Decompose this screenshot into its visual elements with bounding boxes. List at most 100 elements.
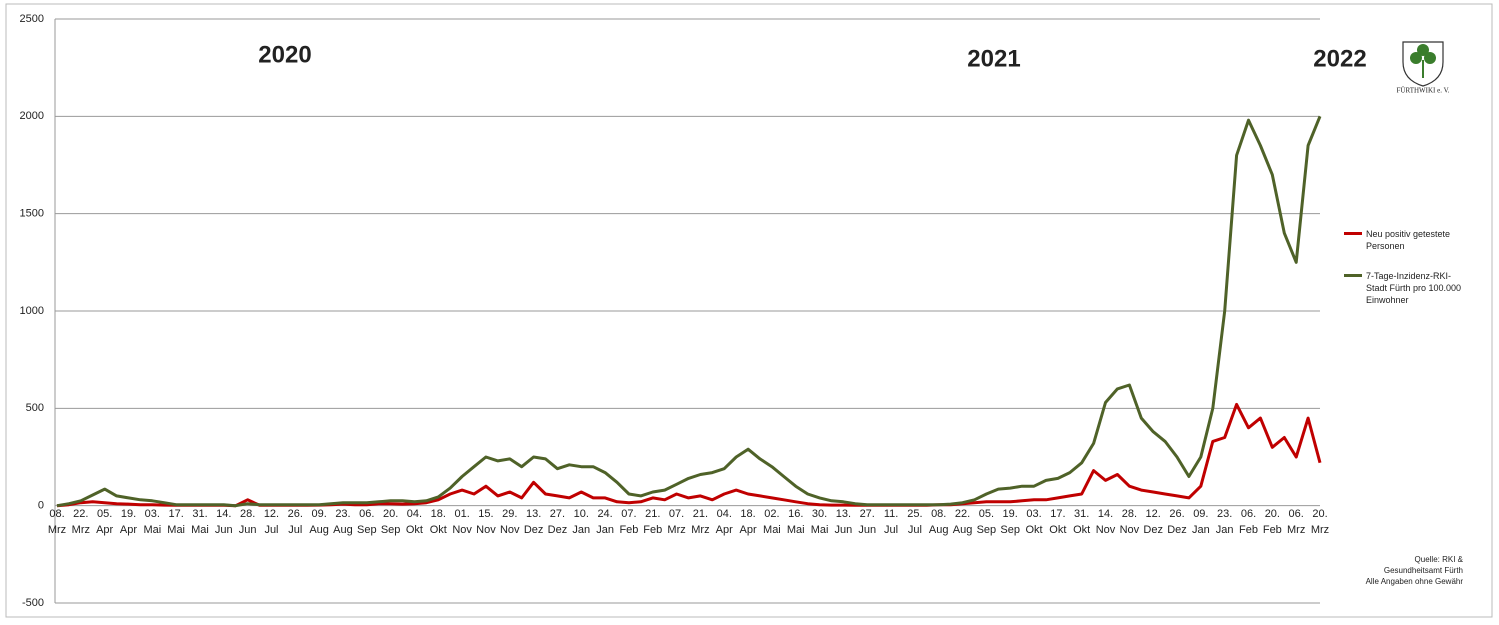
x-tick-label: 04. Apr: [716, 508, 733, 536]
x-tick-label-line: 12.: [264, 508, 279, 520]
x-tick-label-line: 22.: [73, 508, 88, 520]
x-tick-label-line: 26.: [288, 508, 303, 520]
x-tick-label-line: Aug: [953, 524, 973, 536]
x-tick-label-line: 17.: [1050, 508, 1065, 520]
x-tick-label-line: Mai: [167, 524, 185, 536]
x-tick-label-line: 29.: [502, 508, 517, 520]
x-tick-label-line: 09.: [311, 508, 326, 520]
x-tick-label-line: 18.: [740, 508, 755, 520]
x-tick-label: 19. Sep: [1000, 508, 1020, 536]
x-tick-label-line: Okt: [1025, 524, 1042, 536]
x-tick-label: 31. Mai: [191, 508, 209, 536]
x-tick-label: 06. Feb: [1239, 508, 1258, 536]
x-tick-label-line: Sep: [1000, 524, 1020, 536]
x-tick-label-line: Okt: [430, 524, 447, 536]
x-tick-label-line: Okt: [1073, 524, 1090, 536]
x-tick-label: 29. Nov: [500, 508, 520, 536]
x-tick-label: 16. Mai: [787, 508, 805, 536]
x-tick-label: 07. Feb: [619, 508, 638, 536]
x-tick-label-line: 01.: [454, 508, 469, 520]
legend-label: Neu positiv getestete Personen: [1366, 229, 1451, 251]
x-tick-label-line: 11.: [884, 508, 898, 520]
y-tick-label: 2500: [20, 13, 44, 25]
y-tick-label: 1000: [20, 305, 44, 317]
y-tick-label: -500: [22, 597, 44, 609]
x-tick-label: 08. Mrz: [48, 508, 66, 536]
x-tick-label-line: 20.: [1312, 508, 1327, 520]
x-tick-label-line: Okt: [1049, 524, 1066, 536]
x-tick-label: 22. Aug: [953, 508, 973, 536]
x-tick-label: 06. Mrz: [1287, 508, 1305, 536]
x-tick-label: 13. Jun: [835, 508, 853, 536]
x-tick-label-line: 05.: [97, 508, 112, 520]
x-tick-label-line: 31.: [1074, 508, 1089, 520]
x-tick-label-line: 07.: [621, 508, 636, 520]
x-tick-label-line: 28.: [1122, 508, 1137, 520]
x-tick-label-line: Dez: [1143, 524, 1163, 536]
x-tick-label-line: Feb: [1239, 524, 1258, 536]
x-tick-label-line: Dez: [548, 524, 568, 536]
legend-label: 7-Tage-Inzidenz-RKI-Stadt Fürth pro 100.…: [1366, 271, 1462, 305]
x-tick-label-line: Jan: [1192, 524, 1210, 536]
x-tick-label: 20. Feb: [1263, 508, 1282, 536]
x-tick-label: 12. Dez: [1143, 508, 1163, 536]
x-tick-label: 28. Nov: [1120, 508, 1140, 536]
series-line: [56, 402, 1322, 508]
x-tick-label-line: Aug: [929, 524, 949, 536]
x-tick-label-line: 03.: [1026, 508, 1041, 520]
year-label: 2022: [1313, 45, 1366, 72]
x-tick-label-line: 15.: [478, 508, 493, 520]
x-tick-label-line: Mai: [191, 524, 209, 536]
x-tick-label-line: 21.: [645, 508, 660, 520]
x-tick-label-line: Apr: [96, 524, 113, 536]
x-tick-label-line: Jan: [572, 524, 590, 536]
x-tick-label: 17. Okt: [1049, 508, 1066, 536]
x-tick-label-line: 08.: [931, 508, 946, 520]
x-tick-label: 27. Jun: [858, 508, 876, 536]
x-tick-label: 20. Sep: [381, 508, 401, 536]
x-tick-label: 07. Mrz: [667, 508, 685, 536]
x-tick-label-line: 20.: [1265, 508, 1280, 520]
x-tick-label: 14. Nov: [1096, 508, 1116, 536]
y-tick-label: 500: [26, 402, 44, 414]
x-tick-label-line: Jan: [596, 524, 614, 536]
x-tick-label-line: Mrz: [1311, 524, 1329, 536]
x-tick-label-line: Jun: [215, 524, 233, 536]
year-label: 2020: [258, 41, 311, 68]
note-line: Gesundheitsamt Fürth: [1383, 566, 1463, 575]
x-tick-label-line: 14.: [216, 508, 231, 520]
x-tick-label: 05. Apr: [96, 508, 113, 536]
x-tick-label: 17. Mai: [167, 508, 185, 536]
source-note: Quelle: RKI & Gesundheitsamt Fürth Alle …: [1303, 554, 1463, 587]
x-tick-label-line: Nov: [1096, 524, 1116, 536]
x-tick-label: 18. Apr: [740, 508, 757, 536]
x-tick-label-line: Mai: [763, 524, 781, 536]
x-tick-label-line: 04.: [717, 508, 732, 520]
x-tick-label-line: 18.: [431, 508, 446, 520]
x-tick-label: 23. Jan: [1216, 508, 1234, 536]
x-tick-label-line: Feb: [1263, 524, 1282, 536]
x-tick-label: 05. Sep: [977, 508, 997, 536]
x-tick-label-line: 03.: [145, 508, 160, 520]
x-tick-label-line: Mrz: [1287, 524, 1305, 536]
x-tick-label: 06. Sep: [357, 508, 377, 536]
x-tick-label-line: 06.: [1289, 508, 1304, 520]
x-tick-label: 02. Mai: [763, 508, 781, 536]
y-tick-label: 0: [38, 500, 44, 512]
x-tick-label-line: 16.: [788, 508, 803, 520]
x-tick-label-line: 31.: [192, 508, 207, 520]
x-tick-label-line: Feb: [619, 524, 638, 536]
x-tick-label: 09. Jan: [1192, 508, 1210, 536]
x-tick-label-line: Jun: [858, 524, 876, 536]
x-tick-label: 19. Apr: [120, 508, 137, 536]
x-tick-label-line: 14.: [1098, 508, 1113, 520]
x-tick-label-line: Okt: [406, 524, 423, 536]
x-tick-label-line: Mai: [787, 524, 805, 536]
x-tick-label-line: 07.: [669, 508, 684, 520]
x-tick-label-line: Mrz: [48, 524, 66, 536]
legend-swatch: [1344, 274, 1362, 277]
x-tick-label: 12. Jul: [264, 508, 279, 536]
x-tick-label-line: Nov: [500, 524, 520, 536]
x-tick-label-line: Jul: [288, 524, 302, 536]
x-tick-label-line: 19.: [121, 508, 136, 520]
